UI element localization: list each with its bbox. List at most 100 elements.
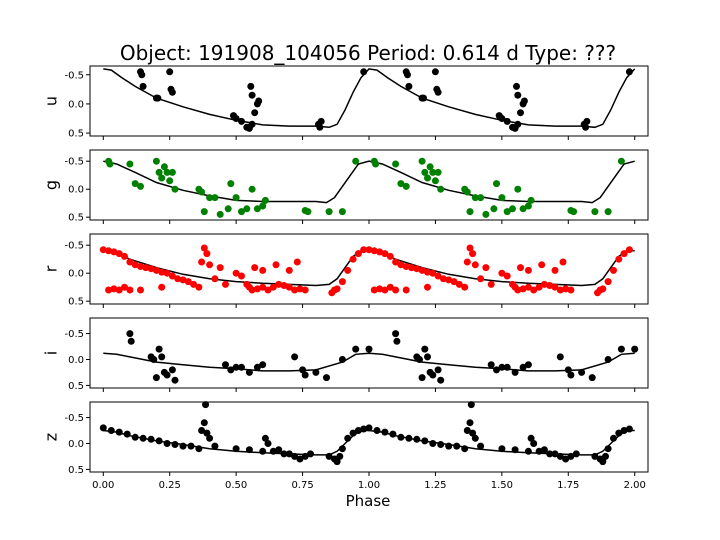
data-point-g	[168, 168, 176, 176]
data-point-g	[166, 177, 174, 185]
data-point-u	[583, 117, 591, 125]
data-point-r	[216, 264, 224, 272]
data-point-i	[338, 356, 346, 363]
data-point-z	[203, 429, 211, 437]
data-point-r	[408, 264, 415, 272]
y-axis-label-r: r	[42, 265, 61, 272]
data-point-z	[572, 450, 580, 458]
data-point-g	[431, 177, 439, 185]
data-point-u	[625, 68, 633, 76]
y-tick-label-r: 0.0	[68, 269, 84, 280]
data-point-g	[259, 202, 267, 210]
data-point-z	[466, 419, 474, 427]
data-point-r	[376, 248, 384, 256]
data-point-i	[493, 366, 500, 374]
data-point-r	[482, 264, 490, 272]
data-point-r	[365, 246, 373, 254]
data-point-r	[126, 258, 134, 266]
data-point-z	[405, 434, 413, 442]
data-point-u	[247, 82, 255, 90]
data-point-g	[158, 174, 166, 182]
data-point-r	[455, 280, 463, 288]
data-point-i	[155, 345, 163, 353]
data-point-i	[524, 361, 532, 369]
data-point-z	[620, 427, 628, 434]
data-point-g	[397, 180, 405, 188]
data-point-u	[434, 88, 442, 96]
data-point-z	[195, 445, 203, 453]
x-axis-label: Phase	[346, 492, 391, 510]
data-point-z	[187, 442, 195, 450]
data-point-i	[631, 345, 639, 353]
data-point-u	[139, 82, 147, 90]
data-point-i	[323, 374, 330, 382]
data-point-r	[238, 272, 245, 280]
data-point-z	[615, 429, 623, 437]
data-point-r	[392, 258, 400, 266]
data-point-i	[487, 361, 495, 369]
data-point-g	[152, 157, 160, 165]
data-point-z	[453, 442, 461, 450]
data-point-r	[530, 286, 538, 294]
data-point-r	[184, 278, 192, 286]
data-point-i	[312, 368, 320, 376]
data-point-g	[372, 160, 380, 168]
data-point-z	[179, 442, 187, 450]
data-point-r	[253, 285, 261, 293]
data-point-z	[338, 445, 346, 453]
data-point-r	[519, 285, 527, 293]
data-point-r	[285, 283, 293, 291]
data-point-z	[275, 446, 283, 454]
data-point-z	[599, 458, 607, 466]
data-point-r	[556, 286, 564, 294]
y-axis-label-i: i	[42, 351, 61, 355]
data-point-r	[296, 285, 304, 293]
data-point-g	[509, 205, 516, 213]
y-tick-label-r: 0.5	[68, 297, 84, 308]
data-point-z	[437, 441, 445, 448]
data-point-g	[211, 194, 219, 202]
data-point-r	[203, 250, 211, 258]
data-point-z	[556, 452, 564, 460]
data-point-g	[591, 208, 599, 216]
data-point-g	[471, 194, 479, 202]
data-point-z	[530, 440, 538, 447]
data-point-r	[275, 280, 283, 288]
data-point-u	[232, 115, 240, 122]
data-point-z	[107, 427, 115, 434]
data-point-u	[248, 120, 256, 128]
data-point-r	[524, 266, 532, 274]
data-point-z	[471, 434, 479, 442]
data-point-u	[316, 123, 324, 131]
data-point-r	[402, 263, 410, 270]
data-point-g	[216, 210, 224, 218]
data-point-r	[424, 283, 431, 291]
data-point-i	[365, 345, 373, 353]
data-point-r	[291, 286, 299, 294]
data-point-i	[245, 368, 253, 376]
y-tick-label-u: 0.0	[68, 99, 84, 110]
data-point-g	[224, 205, 232, 213]
data-point-z	[567, 452, 575, 460]
data-point-z	[397, 433, 405, 441]
data-point-r	[105, 247, 113, 255]
data-point-r	[269, 283, 277, 291]
data-point-r	[158, 283, 166, 291]
x-tick-label: 1.50	[491, 480, 513, 491]
data-point-i	[421, 345, 429, 353]
data-point-r	[381, 286, 389, 294]
data-point-z	[511, 446, 519, 454]
data-point-r	[546, 282, 554, 289]
data-point-g	[426, 163, 434, 171]
data-point-g	[617, 157, 625, 165]
x-axis: 0.00 0.25 0.50 0.75 1.00 1.25 1.50 1.75 2.00	[92, 480, 646, 491]
data-point-r	[338, 278, 346, 286]
data-point-r	[538, 261, 546, 269]
data-point-r	[559, 258, 567, 266]
y-tick-label-u: -0.5	[64, 70, 84, 81]
data-point-z	[535, 447, 543, 455]
data-point-i	[259, 361, 267, 369]
data-point-z	[307, 450, 314, 458]
panel-i: -0.5 0.0 0.5 i	[42, 317, 649, 392]
data-point-r	[503, 272, 511, 280]
